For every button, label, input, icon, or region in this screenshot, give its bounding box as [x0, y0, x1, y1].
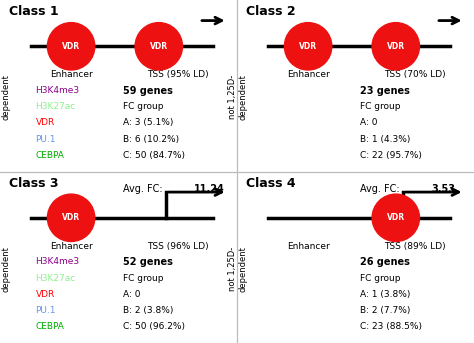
Text: A: 0: A: 0: [360, 118, 378, 127]
Text: FC group: FC group: [123, 102, 164, 111]
Text: not 1,25D-
dependent: not 1,25D- dependent: [228, 74, 248, 120]
Text: Enhancer: Enhancer: [50, 242, 92, 251]
Text: C: 23 (88.5%): C: 23 (88.5%): [360, 322, 422, 331]
Text: TSS (89% LD): TSS (89% LD): [384, 242, 446, 251]
Text: VDR: VDR: [387, 42, 405, 51]
Text: Enhancer: Enhancer: [287, 242, 329, 251]
Text: Class 3: Class 3: [9, 177, 59, 190]
Text: A: 3 (5.1%): A: 3 (5.1%): [123, 118, 173, 127]
Text: Class 1: Class 1: [9, 5, 59, 18]
Text: A: 0: A: 0: [123, 290, 141, 299]
Text: 11.24: 11.24: [194, 184, 225, 193]
Text: 1,25D-
dependent: 1,25D- dependent: [0, 246, 11, 292]
Text: C: 22 (95.7%): C: 22 (95.7%): [360, 151, 422, 160]
Text: Class 2: Class 2: [246, 5, 296, 18]
Text: PU.1: PU.1: [36, 306, 56, 315]
Text: C: 50 (96.2%): C: 50 (96.2%): [123, 322, 185, 331]
Text: CEBPA: CEBPA: [36, 151, 64, 160]
Text: TSS (96% LD): TSS (96% LD): [147, 242, 209, 251]
Ellipse shape: [372, 194, 419, 241]
Text: VDR: VDR: [62, 213, 80, 222]
Text: Enhancer: Enhancer: [287, 70, 329, 79]
Text: Enhancer: Enhancer: [50, 70, 92, 79]
Text: A: 1 (3.8%): A: 1 (3.8%): [360, 290, 410, 299]
Text: Avg. FC:: Avg. FC:: [123, 184, 166, 193]
Ellipse shape: [47, 194, 95, 241]
Text: TSS (70% LD): TSS (70% LD): [384, 70, 446, 79]
Ellipse shape: [372, 23, 419, 70]
Ellipse shape: [135, 23, 182, 70]
Text: not 1,25D-
dependent: not 1,25D- dependent: [228, 246, 248, 292]
Text: B: 2 (7.7%): B: 2 (7.7%): [360, 306, 410, 315]
Text: B: 6 (10.2%): B: 6 (10.2%): [123, 134, 179, 144]
Ellipse shape: [284, 23, 332, 70]
Text: Class 4: Class 4: [246, 177, 296, 190]
Ellipse shape: [47, 23, 95, 70]
Text: TSS (95% LD): TSS (95% LD): [147, 70, 209, 79]
Text: B: 1 (4.3%): B: 1 (4.3%): [360, 134, 410, 144]
Text: H3K4me3: H3K4me3: [36, 86, 80, 95]
Text: H3K4me3: H3K4me3: [36, 257, 80, 266]
Text: C: 50 (84.7%): C: 50 (84.7%): [123, 151, 185, 160]
Text: 23 genes: 23 genes: [360, 86, 410, 96]
Text: VDR: VDR: [387, 213, 405, 222]
Text: B: 2 (3.8%): B: 2 (3.8%): [123, 306, 173, 315]
Text: 59 genes: 59 genes: [123, 86, 173, 96]
Text: FC group: FC group: [360, 274, 401, 283]
Text: VDR: VDR: [299, 42, 317, 51]
Text: 26 genes: 26 genes: [360, 257, 410, 267]
Text: 1,25D-
dependent: 1,25D- dependent: [0, 74, 11, 120]
Text: H3K27ac: H3K27ac: [36, 274, 76, 283]
Text: 52 genes: 52 genes: [123, 257, 173, 267]
Text: FC group: FC group: [360, 102, 401, 111]
Text: VDR: VDR: [36, 290, 55, 299]
Text: 3.53: 3.53: [431, 184, 456, 193]
Text: PU.1: PU.1: [36, 134, 56, 144]
Text: CEBPA: CEBPA: [36, 322, 64, 331]
Text: VDR: VDR: [150, 42, 168, 51]
Text: FC group: FC group: [123, 274, 164, 283]
Text: H3K27ac: H3K27ac: [36, 102, 76, 111]
Text: Avg. FC:: Avg. FC:: [360, 184, 403, 193]
Text: VDR: VDR: [62, 42, 80, 51]
Text: VDR: VDR: [36, 118, 55, 127]
